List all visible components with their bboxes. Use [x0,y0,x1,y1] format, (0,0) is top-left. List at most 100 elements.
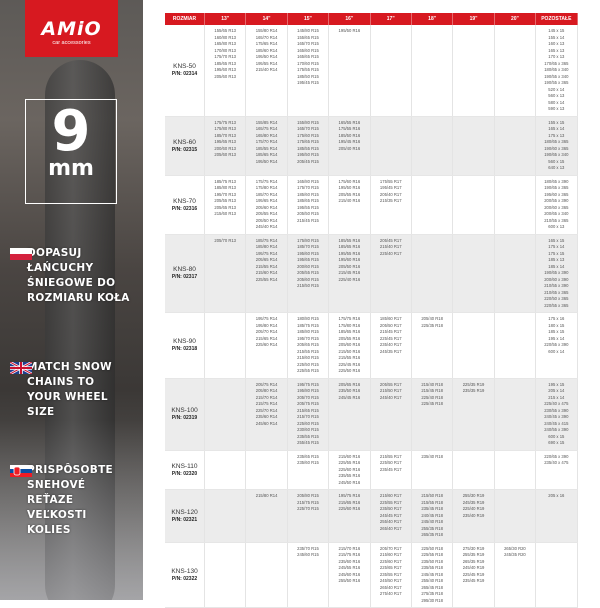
tire-size: 590 x 13 [536,106,576,113]
tire-size: 600 x 13 [536,224,576,231]
column-header: 17" [371,13,412,25]
model-name: KNS-110 [165,462,204,471]
tire-size: 225/55 R15 [288,368,328,375]
amio-logo: AMiO car accessories [25,0,118,57]
tire-size: 215/45 R15 [288,218,328,225]
size-cell [412,117,453,175]
tire-size: 690 x 15 [536,440,576,447]
size-cell: 205/70 R13 [205,235,246,313]
tire-size: 195/50 R14 [246,159,286,166]
size-cell [495,117,536,175]
size-cell: 235/40 R18 [412,451,453,490]
slogan-slovak: PRISPÔSOBTE SNEHOVÉ REŤAZE VEĽKOSTI KOLI… [27,463,127,538]
tire-size: 255/45 R15 [288,440,328,447]
size-cell [246,451,287,490]
tire-size: 245/40 R17 [371,395,411,402]
logo-brand: AMiO [25,19,118,39]
uk-flag-icon [10,362,32,374]
size-cell [412,235,453,313]
size-cell [495,25,536,116]
model-name: KNS-80 [165,265,204,274]
model-name: KNS-70 [165,197,204,206]
tire-size: 205/70 R13 [205,238,245,245]
tire-size: 205/40 R16 [329,146,369,153]
tire-size: 205/45 R15 [288,159,328,166]
size-cell [205,490,246,542]
column-header: 18" [412,13,453,25]
column-header: 13" [205,13,246,25]
tire-size: 265/35 R18 [412,532,452,539]
slogan-text: DOPASUJ ŁAŃCUCHY ŚNIEGOWE DO ROZMIARU KO… [27,247,130,304]
tire-size: 205 x 16 [536,493,576,500]
size-unit: mm [26,158,116,180]
tire-size: 215/35 R17 [371,198,411,205]
slogan-text: PRISPÔSOBTE SNEHOVÉ REŤAZE VEĽKOSTI KOLI… [27,464,113,536]
tire-size: 255/50 R16 [329,578,369,585]
tire-size: 235/40 x 475 [536,460,576,467]
part-number: P/N: 02317 [165,274,204,281]
tire-size: 215/40 R14 [246,67,286,74]
size-cell [495,313,536,378]
model-name: KNS-60 [165,138,204,147]
tire-size: 215/80 R14 [246,493,286,500]
tire-size: 225/45 R18 [412,401,452,408]
tire-size: 205/60 R13 [205,152,245,159]
tire-size: 225/60 R16 [329,506,369,513]
part-number: P/N: 02316 [165,206,204,213]
tire-size: 245/35 R20 [495,552,535,559]
model-name: KNS-130 [165,567,204,576]
chain-size-badge: 9 mm [25,99,117,204]
size-cell: 195/50 R16 [329,25,370,116]
size-number: 9 [26,102,116,162]
tire-size: 225/35 R18 [412,323,452,330]
size-cell [495,379,536,450]
tire-size: 245/60 R15 [288,552,328,559]
size-cell [453,117,494,175]
size-cell [412,25,453,116]
column-header: POZOSTAŁE [536,13,577,25]
tire-size: 225/60 R14 [246,342,286,349]
tire-size: 245/45 R16 [329,395,369,402]
tire-size: 225/55 R14 [246,277,286,284]
size-cell [536,543,577,608]
tire-size: 205/60 R13 [205,74,245,81]
tire-size: 245/40 R14 [246,224,286,231]
size-cell: 215/80 R14 [246,490,287,542]
tire-size: 225/50 R16 [329,368,369,375]
part-number: P/N: 02318 [165,346,204,353]
tire-size: 235/45 R19 [453,578,493,585]
